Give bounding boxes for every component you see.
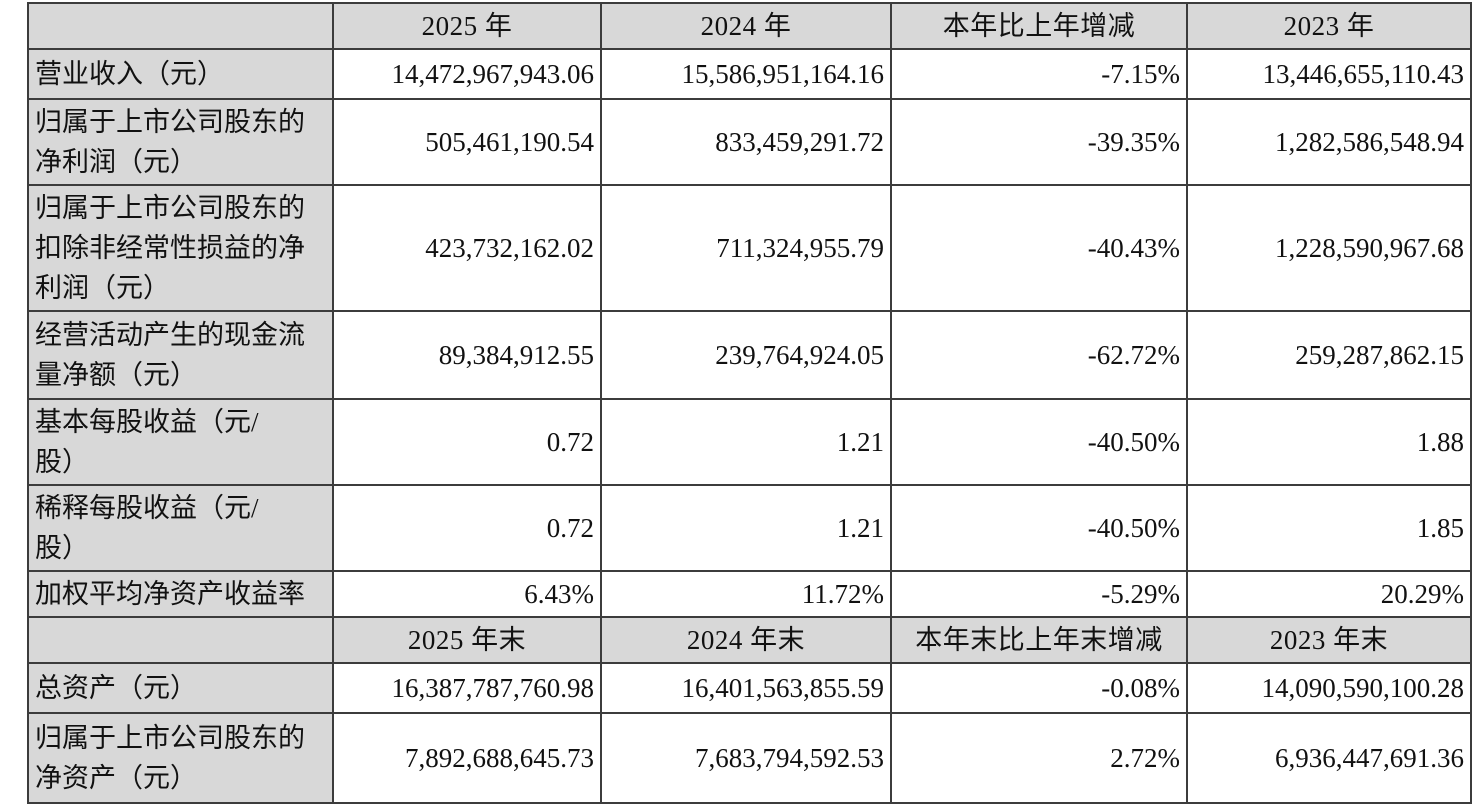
metric-value: 7,892,688,645.73: [332, 712, 602, 804]
metric-value: 1.21: [600, 484, 892, 572]
metric-value: 14,472,967,943.06: [332, 48, 602, 100]
metric-value: 6,936,447,691.36: [1186, 712, 1472, 804]
metric-label: 总资产（元）: [27, 662, 334, 714]
metric-label: 经营活动产生的现金流 量净额（元）: [27, 310, 334, 400]
key-financials-section: 2025 年 2024 年本年比上年增减 2023 年营业收入（元） 14,472,9…: [27, 2, 1472, 804]
metric-value: -0.08%: [890, 662, 1188, 714]
metric-label: 归属于上市公司股东的 扣除非经常性损益的净 利润（元）: [27, 184, 334, 312]
period-header-cell: 2023 年: [1186, 2, 1472, 50]
period-header-row: 2025 年 2024 年本年比上年增减 2023 年: [27, 2, 1472, 50]
corner-cell: [27, 616, 334, 664]
metric-row: 稀释每股收益（元/ 股） 0.72 1.21 -40.50% 1.85: [27, 484, 1472, 572]
metric-value: -40.50%: [890, 484, 1188, 572]
metric-value: 14,090,590,100.28: [1186, 662, 1472, 714]
metric-row: 营业收入（元） 14,472,967,943.06 15,586,951,164.1…: [27, 48, 1472, 100]
metric-value: 16,401,563,855.59: [600, 662, 892, 714]
period-header-cell: 2025 年: [332, 2, 602, 50]
metric-value: -40.50%: [890, 398, 1188, 486]
corner-cell: [27, 2, 334, 50]
metric-value: 6.43%: [332, 570, 602, 618]
metric-value: 1,282,586,548.94: [1186, 98, 1472, 186]
metric-value: 7,683,794,592.53: [600, 712, 892, 804]
metric-value: 239,764,924.05: [600, 310, 892, 400]
metric-label: 基本每股收益（元/ 股）: [27, 398, 334, 486]
metric-value: 423,732,162.02: [332, 184, 602, 312]
metric-label: 加权平均净资产收益率: [27, 570, 334, 618]
period-header-cell: 2025 年末: [332, 616, 602, 664]
metric-label: 稀释每股收益（元/ 股）: [27, 484, 334, 572]
metric-row: 经营活动产生的现金流 量净额（元） 89,384,912.55 239,764,92…: [27, 310, 1472, 400]
metric-value: 13,446,655,110.43: [1186, 48, 1472, 100]
period-header-cell: 2024 年: [600, 2, 892, 50]
table-body: 2025 年 2024 年本年比上年增减 2023 年营业收入（元） 14,472,9…: [27, 2, 1472, 804]
period-header-row: 2025 年末 2024 年末 本年末比上年末增减 2023 年末: [27, 616, 1472, 664]
metric-row: 归属于上市公司股东的 净利润（元） 505,461,190.54 833,459,2…: [27, 98, 1472, 186]
metric-row: 归属于上市公司股东的 扣除非经常性损益的净 利润（元） 423,732,162.0…: [27, 184, 1472, 312]
metric-value: -5.29%: [890, 570, 1188, 618]
metric-value: 15,586,951,164.16: [600, 48, 892, 100]
metric-value: 11.72%: [600, 570, 892, 618]
metric-value: 711,324,955.79: [600, 184, 892, 312]
metric-value: 0.72: [332, 398, 602, 486]
metric-value: 20.29%: [1186, 570, 1472, 618]
period-header-cell: 本年比上年增减: [890, 2, 1188, 50]
period-header-cell: 2023 年末: [1186, 616, 1472, 664]
metric-label: 归属于上市公司股东的 净利润（元）: [27, 98, 334, 186]
metric-label: 营业收入（元）: [27, 48, 334, 100]
metric-value: 505,461,190.54: [332, 98, 602, 186]
metric-value: 1.88: [1186, 398, 1472, 486]
metric-value: 833,459,291.72: [600, 98, 892, 186]
key-financials-table: 2025 年 2024 年本年比上年增减 2023 年营业收入（元） 14,472,9…: [27, 2, 1472, 804]
metric-value: 1.21: [600, 398, 892, 486]
metric-value: 16,387,787,760.98: [332, 662, 602, 714]
metric-value: -39.35%: [890, 98, 1188, 186]
metric-value: -62.72%: [890, 310, 1188, 400]
period-header-cell: 本年末比上年末增减: [890, 616, 1188, 664]
metric-value: 1.85: [1186, 484, 1472, 572]
metric-value: -7.15%: [890, 48, 1188, 100]
metric-value: 1,228,590,967.68: [1186, 184, 1472, 312]
metric-value: -40.43%: [890, 184, 1188, 312]
metric-value: 259,287,862.15: [1186, 310, 1472, 400]
period-header-cell: 2024 年末: [600, 616, 892, 664]
metric-row: 总资产（元） 16,387,787,760.98 16,401,563,855.59…: [27, 662, 1472, 714]
metric-value: 89,384,912.55: [332, 310, 602, 400]
metric-value: 0.72: [332, 484, 602, 572]
metric-value: 2.72%: [890, 712, 1188, 804]
metric-label: 归属于上市公司股东的 净资产（元）: [27, 712, 334, 804]
metric-row: 加权平均净资产收益率 6.43% 11.72% -5.29% 20.29%: [27, 570, 1472, 618]
metric-row: 归属于上市公司股东的 净资产（元） 7,892,688,645.73 7,683,7…: [27, 712, 1472, 804]
metric-row: 基本每股收益（元/ 股） 0.72 1.21 -40.50% 1.88: [27, 398, 1472, 486]
